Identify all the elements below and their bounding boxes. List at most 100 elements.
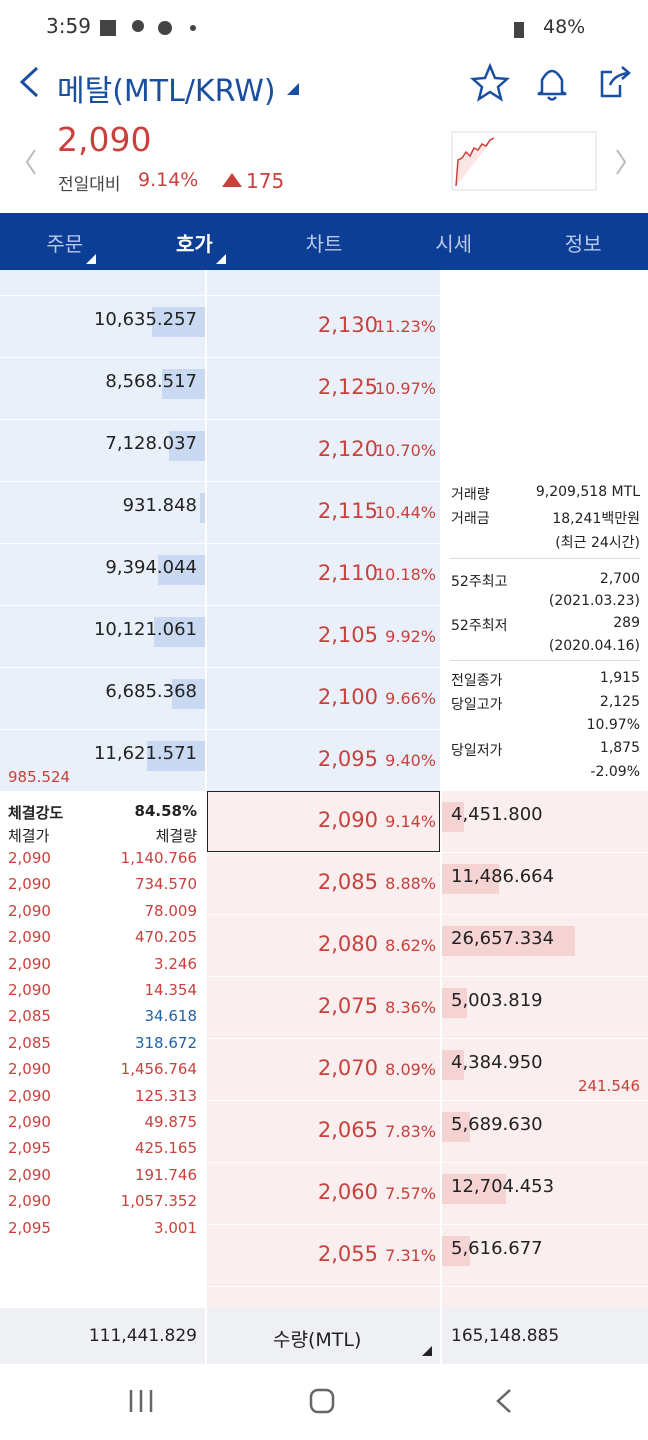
bid-row-bg bbox=[442, 1225, 648, 1286]
ask-quantity: 7,128.037 bbox=[105, 433, 197, 454]
strength-value: 84.58% bbox=[134, 802, 197, 820]
ask-row-bg bbox=[0, 482, 205, 543]
bid-quantity: 11,486.664 bbox=[451, 866, 555, 887]
info-label: 거래량 bbox=[451, 487, 490, 503]
info-value: 1,875 bbox=[599, 740, 640, 756]
info-sub: (2021.03.23) bbox=[548, 593, 640, 609]
ask-bar bbox=[169, 431, 205, 461]
separator bbox=[450, 660, 640, 661]
bid-quantity: 26,657.334 bbox=[451, 928, 555, 949]
ask-pct: 10.70% bbox=[374, 441, 436, 460]
bid-row-bg bbox=[207, 915, 440, 976]
trade-price: 2,090 bbox=[8, 849, 51, 867]
bid-row-bg bbox=[207, 1225, 440, 1286]
bid-quantity: 5,616.677 bbox=[451, 1238, 543, 1259]
bid-row-bg bbox=[207, 853, 440, 914]
tab[interactable]: 주문 bbox=[46, 232, 84, 256]
current-row bbox=[207, 791, 440, 852]
ask-row-bg bbox=[207, 420, 440, 481]
info-label: 당일저가 bbox=[451, 743, 503, 759]
ask-quantity: 931.848 bbox=[122, 495, 197, 516]
bid-row-bg bbox=[442, 977, 648, 1038]
trade-price: 2,090 bbox=[8, 1113, 51, 1131]
change-pct: 9.14% bbox=[138, 169, 199, 191]
bid-quantity: 12,704.453 bbox=[451, 1176, 555, 1197]
ask-pct: 9.92% bbox=[385, 627, 436, 646]
bid-pct: 9.14% bbox=[385, 812, 436, 831]
trade-volume: 734.570 bbox=[134, 875, 197, 894]
info-value: 2,700 bbox=[599, 571, 640, 587]
bid-bar bbox=[442, 1050, 464, 1080]
ask-row-bg bbox=[0, 668, 205, 729]
ask-row-bg bbox=[207, 270, 440, 295]
trade-volume: 1,057.352 bbox=[120, 1192, 197, 1211]
bid-bar bbox=[442, 988, 468, 1018]
ask-quantity: 9,394.044 bbox=[105, 557, 197, 578]
trade-price: 2,090 bbox=[8, 1192, 51, 1211]
dropdown-icon bbox=[422, 1346, 432, 1356]
bid-pct: 8.88% bbox=[385, 874, 436, 893]
trade-volume: 34.618 bbox=[144, 1007, 198, 1026]
trade-volume: 318.672 bbox=[134, 1033, 197, 1052]
tab[interactable]: 호가 bbox=[175, 232, 213, 256]
bid-pct: 8.62% bbox=[385, 936, 436, 955]
bid-quantity: 5,689.630 bbox=[451, 1114, 543, 1135]
ask-price: 2,125 bbox=[317, 375, 378, 399]
trade-volume: 425.165 bbox=[134, 1139, 197, 1158]
tab[interactable]: 시세 bbox=[435, 232, 472, 256]
trade-volume: 3.246 bbox=[154, 954, 197, 973]
bid-extra: 241.546 bbox=[577, 1077, 640, 1095]
bid-row-bg bbox=[442, 1287, 648, 1308]
trade-volume: 1,140.766 bbox=[120, 849, 197, 867]
divider bbox=[440, 1308, 442, 1364]
trade-price: 2,090 bbox=[8, 875, 51, 894]
ask-price: 2,130 bbox=[317, 313, 378, 337]
bid-row-bg bbox=[442, 791, 648, 852]
trade-volume: 125.313 bbox=[134, 1086, 197, 1105]
bid-row-bg bbox=[207, 1039, 440, 1100]
current-price: 2,090 bbox=[57, 120, 152, 159]
trade-volume: 1,456.764 bbox=[120, 1060, 197, 1079]
info-value: 1,915 bbox=[599, 670, 640, 686]
info-sub: (2020.04.16) bbox=[548, 638, 640, 654]
ask-bar bbox=[158, 555, 205, 585]
trade-price: 2,085 bbox=[8, 1033, 51, 1052]
ask-row-bg bbox=[0, 270, 205, 295]
bid-quantity: 4,451.800 bbox=[451, 804, 543, 825]
bid-pct: 8.09% bbox=[385, 1060, 436, 1079]
ask-row-bg bbox=[207, 482, 440, 543]
header-icons bbox=[0, 20, 648, 270]
title: 메탈(MTL/KRW) bbox=[57, 74, 276, 109]
bid-bar bbox=[442, 802, 465, 832]
ask-row-bg bbox=[207, 730, 440, 791]
info-label: 52주최고 bbox=[451, 574, 508, 590]
tab[interactable]: 차트 bbox=[305, 232, 343, 256]
trade-volume: 78.009 bbox=[144, 901, 198, 920]
trade-price: 2,090 bbox=[8, 981, 51, 999]
order-book: 10,635.257 2,130 11.23% 8,568.517 2,125 10.97… bbox=[0, 270, 648, 1308]
time: 3:59 bbox=[46, 14, 91, 38]
bid-price: 2,075 bbox=[317, 994, 378, 1018]
ask-bar bbox=[171, 679, 205, 709]
bid-row-bg bbox=[207, 1101, 440, 1162]
strength-label: 체결강도 bbox=[8, 804, 64, 822]
ask-price: 2,120 bbox=[317, 437, 378, 461]
battery: 48% bbox=[543, 16, 586, 38]
unit-selector[interactable]: 수량(MTL) bbox=[273, 1329, 362, 1351]
ask-row-bg bbox=[207, 358, 440, 419]
info-sub: -2.09% bbox=[590, 764, 640, 780]
trade-price: 2,090 bbox=[8, 928, 51, 947]
bid-price: 2,080 bbox=[317, 932, 378, 956]
bid-price: 2,060 bbox=[317, 1180, 378, 1204]
divider bbox=[205, 1308, 207, 1364]
bid-bar bbox=[442, 926, 576, 956]
trade-price: 2,090 bbox=[8, 1165, 51, 1184]
trade-price: 2,090 bbox=[8, 1086, 51, 1105]
trade-price: 2,095 bbox=[8, 1218, 51, 1237]
tab[interactable]: 정보 bbox=[564, 232, 602, 256]
info-label: 거래금 bbox=[451, 511, 490, 527]
trade-price: 2,085 bbox=[8, 1007, 51, 1026]
bid-row-bg bbox=[207, 791, 440, 852]
ask-pct: 11.23% bbox=[374, 317, 436, 336]
